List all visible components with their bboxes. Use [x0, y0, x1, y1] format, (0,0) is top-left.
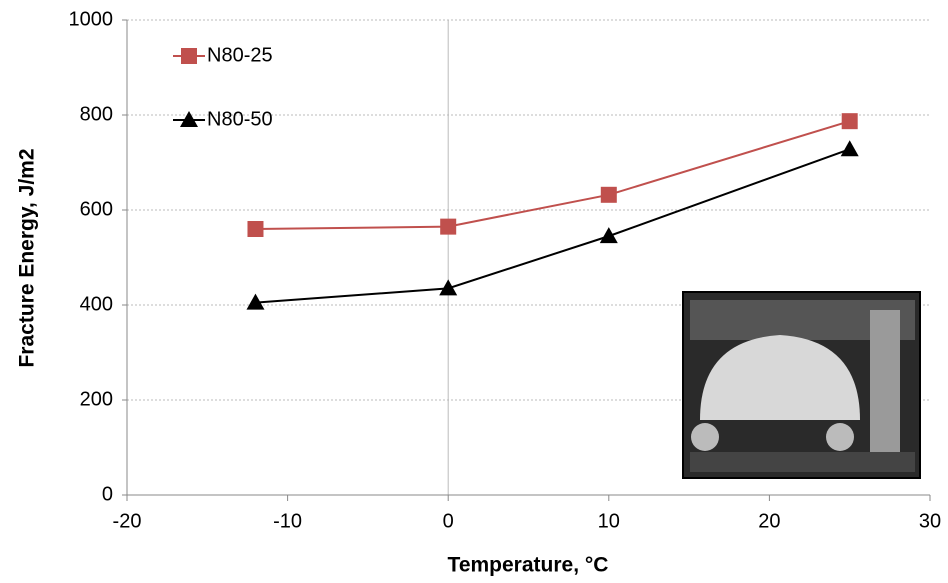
x-tick-label: -10 — [273, 510, 302, 532]
series-line — [255, 148, 851, 304]
marker — [247, 221, 264, 237]
y-tick-label: 0 — [102, 483, 113, 505]
x-tick-label: 0 — [443, 510, 454, 532]
marker — [841, 113, 858, 130]
y-tick-label: 800 — [80, 103, 113, 125]
marker — [439, 279, 458, 296]
marker — [246, 293, 265, 310]
legend-marker — [181, 48, 197, 64]
series-line — [255, 120, 850, 230]
y-tick-label: 400 — [80, 293, 113, 315]
marker — [440, 218, 457, 235]
x-tick-label: -20 — [113, 510, 142, 532]
inset-photo — [682, 291, 921, 479]
x-tick-label: 20 — [758, 510, 780, 532]
legend-label: N80-25 — [207, 44, 273, 66]
legend-label: N80-50 — [207, 108, 273, 130]
x-tick-label: 10 — [598, 510, 620, 532]
legend-marker — [180, 111, 198, 127]
y-tick-label: 200 — [80, 388, 113, 410]
y-tick-label: 600 — [80, 198, 113, 220]
y-axis-title: Fracture Energy, J/m2 — [16, 148, 39, 367]
marker — [599, 227, 618, 244]
marker — [840, 140, 859, 157]
marker — [600, 186, 617, 203]
y-tick-label: 1000 — [69, 8, 114, 30]
x-tick-label: 30 — [919, 510, 941, 532]
x-axis-title: Temperature, °C — [448, 554, 609, 577]
